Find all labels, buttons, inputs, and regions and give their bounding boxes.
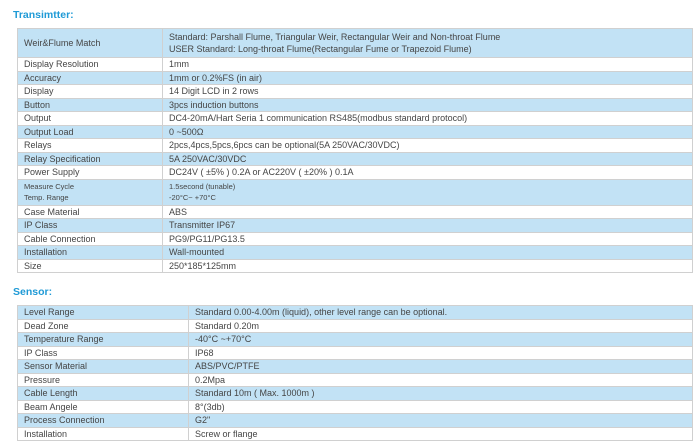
spec-label: Beam Angele (17, 399, 189, 414)
spec-value: Transmitter IP67 (162, 218, 693, 233)
spec-label: Cable Connection (17, 231, 163, 246)
spec-value: ABS/PVC/PTFE (188, 359, 693, 374)
spec-row-ip-class: IP Class Transmitter IP67 (17, 218, 693, 233)
transmitter-section: Transimtter: Weir&Flume Match Standard: … (0, 9, 700, 273)
spec-label: Output (17, 111, 163, 126)
spec-label: IP Class (17, 218, 163, 233)
spec-value: Standard 0.00-4.00m (liquid), other leve… (188, 305, 693, 320)
sensor-spec-table: Level Range Standard 0.00-4.00m (liquid)… (17, 305, 693, 441)
spec-value-line: -20°C~ +70°C (169, 193, 216, 202)
spec-value: DC24V ( ±5% ) 0.2A or AC220V ( ±20% ) 0.… (162, 165, 693, 180)
spec-label: Size (17, 258, 163, 273)
spec-row-ip-class: IP Class IP68 (17, 345, 693, 360)
spec-row-weir-flume-match: Weir&Flume Match Standard: Parshall Flum… (17, 28, 693, 58)
spec-row-relays: Relays 2pcs,4pcs,5pcs,6pcs can be option… (17, 138, 693, 153)
spec-value: 250*185*125mm (162, 258, 693, 273)
spec-label: Display (17, 84, 163, 99)
spec-value: 1mm (162, 57, 693, 72)
spec-row-installation: Installation Screw or flange (17, 426, 693, 441)
section-spacer (0, 273, 700, 286)
spec-value: PG9/PG11/PG13.5 (162, 231, 693, 246)
spec-row-sensor-material: Sensor Material ABS/PVC/PTFE (17, 359, 693, 374)
spec-label: Dead Zone (17, 318, 189, 333)
spec-value-line: USER Standard: Long-throat Flume(Rectang… (169, 44, 472, 54)
spec-label: Relay Specification (17, 151, 163, 166)
spec-value: G2" (188, 413, 693, 428)
spec-label: Display Resolution (17, 57, 163, 72)
spec-label: Installation (17, 426, 189, 441)
spec-label-line: Temp. Range (24, 193, 69, 202)
spec-value: 2pcs,4pcs,5pcs,6pcs can be optional(5A 2… (162, 138, 693, 153)
transmitter-spec-table: Weir&Flume Match Standard: Parshall Flum… (17, 28, 693, 273)
spec-row-level-range: Level Range Standard 0.00-4.00m (liquid)… (17, 305, 693, 320)
spec-row-cable-connection: Cable Connection PG9/PG11/PG13.5 (17, 231, 693, 246)
spec-label-line: Measure Cycle (24, 181, 75, 191)
spec-label: Level Range (17, 305, 189, 320)
spec-label: Weir&Flume Match (17, 28, 163, 58)
spec-row-relay-specification: Relay Specification 5A 250VAC/30VDC (17, 151, 693, 166)
spec-label: Measure Cycle Temp. Range (17, 178, 163, 206)
transmitter-section-title: Transimtter: (13, 9, 74, 21)
spec-row-display: Display 14 Digit LCD in 2 rows (17, 84, 693, 99)
spec-value: IP68 (188, 345, 693, 360)
spec-value: Screw or flange (188, 426, 693, 441)
spec-value-line: 1.5second (tunable) (169, 181, 236, 191)
spec-value: 0.2Mpa (188, 372, 693, 387)
spec-row-size: Size 250*185*125mm (17, 258, 693, 273)
spec-row-beam-angele: Beam Angele 8°(3db) (17, 399, 693, 414)
spec-value: 1mm or 0.2%FS (in air) (162, 70, 693, 85)
spec-value: Standard 10m ( Max. 1000m ) (188, 386, 693, 401)
spec-row-installation: Installation Wall-mounted (17, 245, 693, 260)
spec-label: Button (17, 97, 163, 112)
spec-row-cable-length: Cable Length Standard 10m ( Max. 1000m ) (17, 386, 693, 401)
spec-row-output-load: Output Load 0 ~500Ω (17, 124, 693, 139)
spec-value: 14 Digit LCD in 2 rows (162, 84, 693, 99)
spec-label: Case Material (17, 204, 163, 219)
spec-row-process-connection: Process Connection G2" (17, 413, 693, 428)
spec-value: Standard: Parshall Flume, Triangular Wei… (162, 28, 693, 58)
spec-value: ABS (162, 204, 693, 219)
spec-value: Wall-mounted (162, 245, 693, 260)
spec-row-case-material: Case Material ABS (17, 204, 693, 219)
spec-row-output: Output DC4-20mA/Hart Seria 1 communicati… (17, 111, 693, 126)
spec-row-pressure: Pressure 0.2Mpa (17, 372, 693, 387)
spec-row-dead-zone: Dead Zone Standard 0.20m (17, 318, 693, 333)
spec-value: 5A 250VAC/30VDC (162, 151, 693, 166)
spec-value: Standard 0.20m (188, 318, 693, 333)
spec-row-measure-cycle-temp-range: Measure Cycle Temp. Range 1.5second (tun… (17, 178, 693, 206)
spec-row-button: Button 3pcs induction buttons (17, 97, 693, 112)
spec-label: IP Class (17, 345, 189, 360)
spec-label: Process Connection (17, 413, 189, 428)
spec-value-line: Standard: Parshall Flume, Triangular Wei… (169, 32, 501, 42)
spec-value: 8°(3db) (188, 399, 693, 414)
spec-label: Accuracy (17, 70, 163, 85)
spec-value: -40°C ~+70°C (188, 332, 693, 347)
spec-row-accuracy: Accuracy 1mm or 0.2%FS (in air) (17, 70, 693, 85)
spec-label: Power Supply (17, 165, 163, 180)
spec-row-power-supply: Power Supply DC24V ( ±5% ) 0.2A or AC220… (17, 165, 693, 180)
spec-row-display-resolution: Display Resolution 1mm (17, 57, 693, 72)
sensor-section-title: Sensor: (13, 286, 53, 298)
spec-label: Installation (17, 245, 163, 260)
spec-value: 0 ~500Ω (162, 124, 693, 139)
spec-value: 1.5second (tunable) -20°C~ +70°C (162, 178, 693, 206)
spec-value: DC4-20mA/Hart Seria 1 communication RS48… (162, 111, 693, 126)
spec-label: Pressure (17, 372, 189, 387)
sensor-section: Sensor: Level Range Standard 0.00-4.00m … (0, 286, 700, 441)
spec-row-temperature-range: Temperature Range -40°C ~+70°C (17, 332, 693, 347)
spec-label: Temperature Range (17, 332, 189, 347)
spec-value: 3pcs induction buttons (162, 97, 693, 112)
spec-label: Sensor Material (17, 359, 189, 374)
spec-label: Relays (17, 138, 163, 153)
spec-label: Cable Length (17, 386, 189, 401)
spec-label: Output Load (17, 124, 163, 139)
